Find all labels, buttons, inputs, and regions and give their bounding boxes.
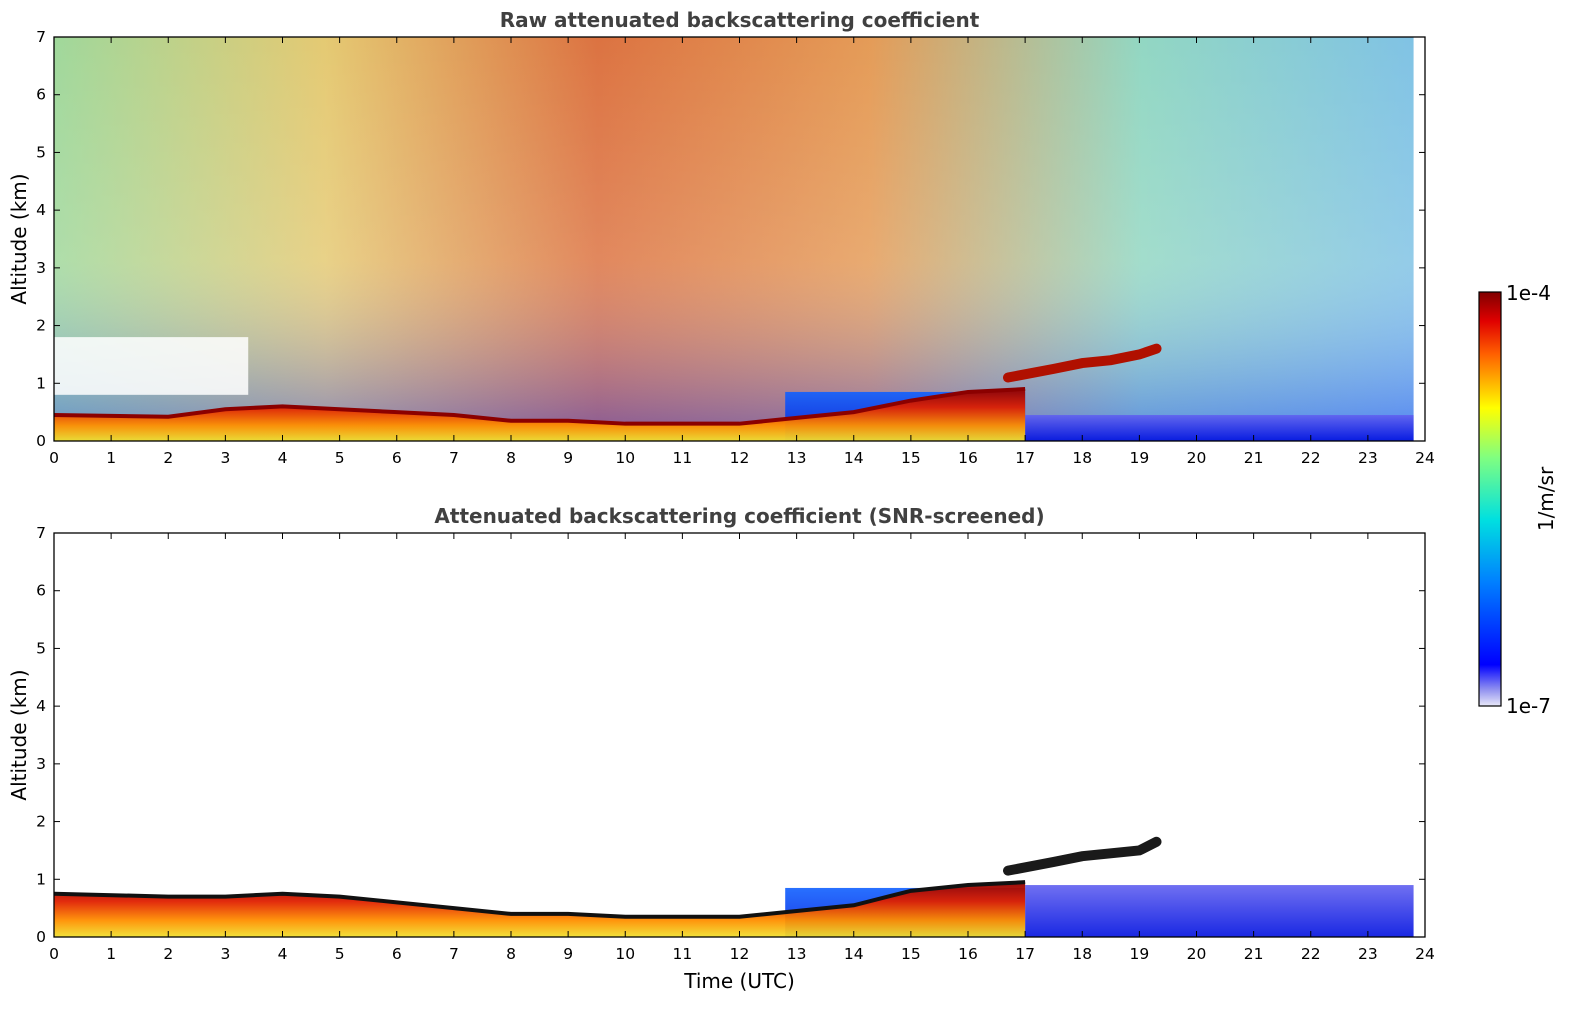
x-tick-label: 11: [673, 945, 693, 963]
colorbar-frame: [1478, 291, 1502, 707]
x-tick-label: 21: [1244, 945, 1264, 963]
x-tick-label: 6: [392, 945, 402, 963]
y-tick-label: 7: [36, 28, 46, 46]
x-tick-label: 19: [1130, 449, 1150, 467]
x-tick-label: 4: [278, 945, 288, 963]
x-tick-label: 14: [844, 945, 864, 963]
x-tick-label: 22: [1301, 945, 1321, 963]
y-tick-label: 5: [36, 639, 46, 657]
raw-panel-title: Raw attenuated backscattering coefficien…: [500, 8, 980, 32]
screened-panel-title: Attenuated backscattering coefficient (S…: [434, 504, 1044, 528]
x-tick-label: 20: [1187, 945, 1207, 963]
y-tick-label: 1: [36, 870, 46, 888]
y-tick-label: 4: [36, 201, 46, 219]
x-tick-label: 5: [335, 945, 345, 963]
raw-early-clear-region: [54, 337, 249, 395]
x-tick-label: 9: [563, 449, 573, 467]
x-tick-label: 17: [1015, 449, 1035, 467]
x-tick-label: 23: [1358, 945, 1378, 963]
x-tick-label: 20: [1187, 449, 1207, 467]
x-tick-label: 10: [615, 449, 635, 467]
colorbar-min-label: 1e-7: [1506, 694, 1551, 718]
colorbar-gradient: [1479, 292, 1501, 706]
x-tick-label: 14: [844, 449, 864, 467]
x-tick-label: 12: [730, 449, 750, 467]
y-tick-label: 3: [36, 259, 46, 277]
screened-heatmap-area: [53, 836, 1414, 937]
raw-noise-fade: [54, 37, 1414, 441]
x-tick-label: 15: [901, 449, 921, 467]
y-tick-label: 0: [36, 432, 46, 450]
x-tick-label: 13: [787, 945, 807, 963]
x-tick-label: 7: [449, 945, 459, 963]
x-tick-label: 21: [1244, 449, 1264, 467]
x-tick-label: 8: [506, 945, 516, 963]
x-tick-label: 6: [392, 449, 402, 467]
x-tick-label: 22: [1301, 449, 1321, 467]
raw-backscatter-panel: Raw attenuated backscattering coefficien…: [7, 8, 1435, 467]
x-tick-label: 13: [787, 449, 807, 467]
x-tick-label: 1: [106, 945, 116, 963]
x-tick-label: 24: [1415, 449, 1435, 467]
colorbar: 1e-4 1e-7 1/m/sr: [1478, 281, 1558, 718]
x-tick-label: 18: [1072, 945, 1092, 963]
y-tick-label: 3: [36, 755, 46, 773]
x-tick-label: 8: [506, 449, 516, 467]
y-tick-label: 2: [36, 317, 46, 335]
raw-x-axis: 0 1 2 3 4 5 6 7 8 9 10 11 12 13 14 15 16 17 18 19 20 21 22 23 24: [49, 37, 1435, 467]
x-tick-label: 3: [220, 945, 230, 963]
x-tick-label: 10: [615, 945, 635, 963]
boundary-layer-top-line: [53, 387, 1026, 426]
y-tick-label: 5: [36, 143, 46, 161]
y-tick-label: 2: [36, 813, 46, 831]
y-tick-label: 6: [36, 582, 46, 600]
x-tick-label: 23: [1358, 449, 1378, 467]
x-tick-label: 24: [1415, 945, 1435, 963]
x-tick-label: 3: [220, 449, 230, 467]
x-tick-label: 15: [901, 945, 921, 963]
x-tick-label: 12: [730, 945, 750, 963]
raw-y-axis: 0 1 2 3 4 5 6 7: [36, 28, 1425, 450]
boundary-layer: [54, 389, 1026, 441]
x-tick-label: 11: [673, 449, 693, 467]
evening-aerosol-layer: [1025, 415, 1414, 441]
screened-y-axis-label: Altitude (km): [7, 669, 31, 800]
screened-x-axis: 0 1 2 3 4 5 6 7 8 9 10 11 12 13 14 15 16 17 18 19 20 21 22 23 24: [49, 533, 1435, 963]
x-tick-label: 16: [958, 449, 978, 467]
screened-backscatter-panel: Attenuated backscattering coefficient (S…: [7, 504, 1435, 993]
y-tick-label: 7: [36, 524, 46, 542]
x-tick-label: 4: [278, 449, 288, 467]
x-tick-label: 5: [335, 449, 345, 467]
x-tick-label: 19: [1130, 945, 1150, 963]
boundary-layer-top-line: [53, 880, 1026, 919]
x-tick-label: 7: [449, 449, 459, 467]
x-tick-label: 17: [1015, 945, 1035, 963]
colorbar-unit-label: 1/m/sr: [1534, 466, 1558, 531]
raw-heatmap-area: [53, 37, 1414, 441]
screened-y-axis: 0 1 2 3 4 5 6 7: [36, 524, 1425, 946]
y-tick-label: 6: [36, 86, 46, 104]
cloud-layer: [1002, 343, 1162, 383]
screened-axes-frame: [53, 532, 1426, 938]
x-tick-label: 1: [106, 449, 116, 467]
cloud-layer: [1002, 836, 1162, 876]
x-tick-label: 2: [163, 449, 173, 467]
evening-aerosol-layer: [1025, 885, 1414, 937]
x-tick-label: 9: [563, 945, 573, 963]
y-tick-label: 0: [36, 928, 46, 946]
x-tick-label: 2: [163, 945, 173, 963]
x-axis-label: Time (UTC): [683, 969, 795, 993]
y-tick-label: 1: [36, 374, 46, 392]
x-tick-label: 16: [958, 945, 978, 963]
colorbar-max-label: 1e-4: [1506, 281, 1551, 305]
y-tick-label: 4: [36, 697, 46, 715]
x-tick-label: 0: [49, 449, 59, 467]
raw-y-axis-label: Altitude (km): [7, 173, 31, 304]
x-tick-label: 0: [49, 945, 59, 963]
x-tick-label: 18: [1072, 449, 1092, 467]
